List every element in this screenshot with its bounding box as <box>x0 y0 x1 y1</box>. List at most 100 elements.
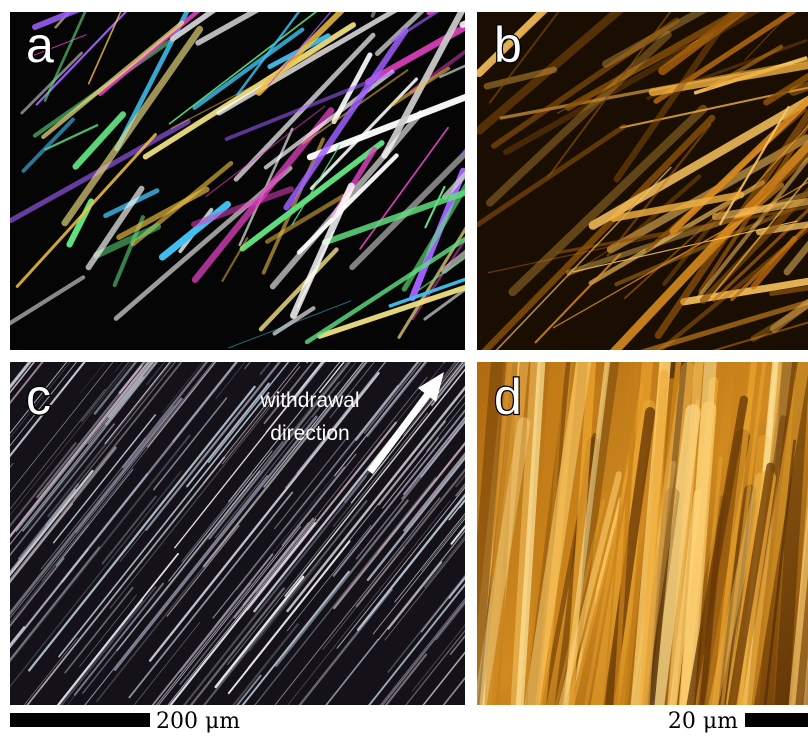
streak <box>101 495 157 565</box>
streak <box>397 226 465 339</box>
streak <box>441 249 465 274</box>
streak <box>364 23 465 86</box>
streak <box>774 362 808 705</box>
streak <box>10 362 133 516</box>
streak <box>27 438 99 529</box>
streak <box>10 470 182 688</box>
streak <box>10 442 77 528</box>
streak <box>430 362 465 407</box>
streak <box>181 473 253 563</box>
streak <box>609 139 808 350</box>
streak <box>556 205 808 255</box>
streak <box>215 362 246 400</box>
streak <box>214 575 305 689</box>
streak <box>477 123 627 228</box>
streak <box>372 517 465 635</box>
streak <box>267 12 332 87</box>
streak <box>350 362 464 504</box>
streak <box>10 423 115 557</box>
streak <box>283 27 409 211</box>
streak <box>662 186 743 286</box>
streak <box>167 518 317 705</box>
streak <box>319 362 345 394</box>
streak <box>623 203 730 300</box>
streak <box>263 362 315 425</box>
streak <box>228 362 341 503</box>
streak <box>10 397 183 616</box>
streak <box>730 223 808 302</box>
streak <box>387 574 465 673</box>
streak <box>332 456 389 528</box>
streak <box>508 104 708 297</box>
streak <box>554 498 606 705</box>
streak <box>85 185 145 271</box>
streak <box>10 557 65 628</box>
streak <box>275 499 409 667</box>
streak <box>10 362 68 435</box>
streak <box>263 69 395 170</box>
streak <box>515 362 546 705</box>
streak <box>72 111 127 170</box>
streak <box>96 503 255 702</box>
streak <box>390 66 451 107</box>
streak <box>401 182 465 292</box>
streak <box>614 206 794 287</box>
streak <box>289 182 355 319</box>
streak <box>603 407 656 705</box>
streak <box>387 561 443 630</box>
streak <box>104 362 171 445</box>
panel-label: c <box>26 369 51 425</box>
streak <box>148 372 380 662</box>
streak <box>10 503 74 584</box>
streak <box>789 525 808 705</box>
streak <box>56 598 143 705</box>
streak <box>547 12 672 177</box>
streak <box>261 137 325 275</box>
streak <box>711 321 808 350</box>
streak <box>680 277 808 306</box>
streak <box>424 535 465 589</box>
streak <box>606 123 712 257</box>
streak <box>203 362 300 484</box>
streak <box>224 70 396 141</box>
streak <box>281 466 346 546</box>
streak <box>381 12 465 159</box>
streak <box>227 412 428 665</box>
streak <box>321 189 465 246</box>
streak <box>378 529 465 641</box>
streak <box>44 124 99 151</box>
streak <box>79 594 137 667</box>
streak <box>166 525 240 617</box>
streak <box>274 497 441 705</box>
streak <box>10 488 77 573</box>
streak <box>658 12 748 76</box>
streak <box>394 362 460 444</box>
streak <box>287 500 451 705</box>
streak <box>354 362 420 441</box>
streak <box>158 526 302 705</box>
streak <box>241 570 350 705</box>
streak <box>679 401 717 705</box>
streak <box>155 453 357 705</box>
streak <box>355 421 465 560</box>
streak <box>763 439 796 705</box>
streak <box>613 12 736 183</box>
streak <box>420 576 465 633</box>
streak <box>291 144 341 226</box>
streak <box>254 477 437 705</box>
streak <box>207 362 290 464</box>
streak <box>332 408 465 577</box>
streak <box>356 493 465 631</box>
streak <box>161 362 204 414</box>
streak <box>21 117 75 173</box>
streak <box>487 230 683 274</box>
streak <box>388 277 465 308</box>
streak <box>483 66 558 90</box>
panel-label: a <box>26 17 54 73</box>
streak <box>10 362 114 493</box>
streak <box>720 362 767 705</box>
streak <box>426 402 465 452</box>
streak <box>73 582 165 696</box>
streak <box>699 186 808 304</box>
